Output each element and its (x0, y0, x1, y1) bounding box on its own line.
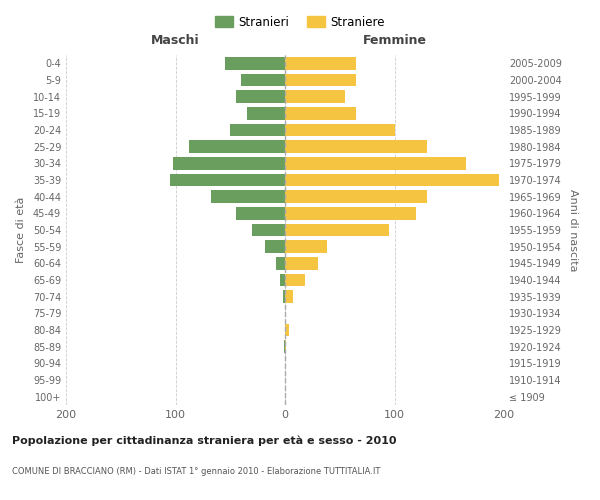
Legend: Stranieri, Straniere: Stranieri, Straniere (210, 11, 390, 34)
Bar (285, 124, 395, 136)
Bar (247, 107, 285, 120)
Bar (283, 290, 285, 303)
Bar (170, 174, 285, 186)
Text: Popolazione per cittadinanza straniera per età e sesso - 2010: Popolazione per cittadinanza straniera p… (12, 435, 397, 446)
Text: COMUNE DI BRACCIANO (RM) - Dati ISTAT 1° gennaio 2010 - Elaborazione TUTTITALIA.: COMUNE DI BRACCIANO (RM) - Dati ISTAT 1°… (12, 468, 380, 476)
Bar (188, 140, 285, 153)
Bar (252, 224, 285, 236)
Bar (285, 57, 356, 70)
Bar (285, 207, 416, 220)
Bar (285, 190, 427, 203)
Bar (285, 324, 289, 336)
Bar (285, 140, 427, 153)
Bar (285, 224, 389, 236)
Y-axis label: Fasce di età: Fasce di età (16, 197, 26, 263)
Bar (285, 257, 318, 270)
Bar (285, 240, 326, 253)
Bar (230, 124, 285, 136)
Bar (225, 57, 285, 70)
Bar (265, 240, 285, 253)
Bar (285, 90, 345, 103)
Bar (173, 157, 285, 170)
Bar (285, 274, 305, 286)
Bar (211, 190, 285, 203)
Bar (236, 207, 285, 220)
Text: Maschi: Maschi (151, 34, 200, 46)
Bar (285, 107, 356, 120)
Bar (276, 257, 285, 270)
Bar (285, 74, 356, 86)
Bar (285, 157, 466, 170)
Bar (241, 74, 285, 86)
Bar (236, 90, 285, 103)
Bar (285, 174, 499, 186)
Y-axis label: Anni di nascita: Anni di nascita (568, 188, 578, 271)
Bar (285, 340, 286, 353)
Bar (285, 290, 293, 303)
Bar (284, 340, 285, 353)
Bar (280, 274, 285, 286)
Text: Femmine: Femmine (362, 34, 427, 46)
